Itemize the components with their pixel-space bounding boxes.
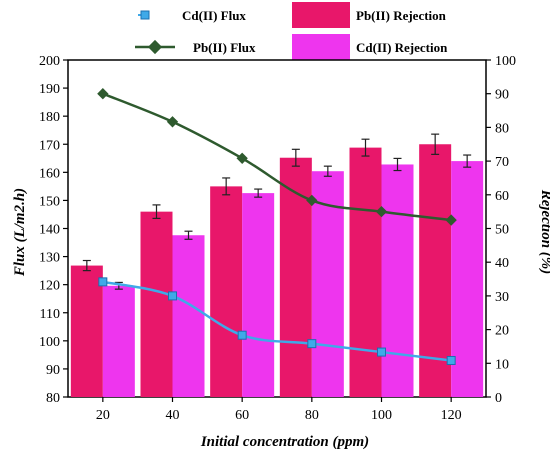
y-left-tick-label-170: 170: [39, 138, 60, 153]
y-right-tick-label-60: 60: [495, 189, 509, 204]
axes-layer: 80 90 100 110 120 130 140 150 160 170 180 190 200 0 10…: [39, 54, 516, 423]
x-tick-label-60: 60: [235, 408, 249, 423]
y-left-tick-label-80: 80: [46, 391, 60, 406]
x-axis-title: Initial concentration (ppm): [200, 434, 369, 450]
bar-pb-ii-rejection-100: [349, 147, 382, 397]
y-left-tick-label-100: 100: [39, 335, 60, 350]
y-left-tick-label-150: 150: [39, 194, 60, 209]
bar-cd-ii-rejection-60: [242, 193, 275, 397]
line-pb-ii-flux: [102, 92, 452, 222]
y-right-axis-title: Rejection (%): [538, 189, 550, 275]
y-right-tick-label-30: 30: [495, 290, 509, 305]
legend-pb-flux-label: Pb(II) Flux: [193, 40, 256, 55]
point-pb-ii-flux-60: [236, 152, 248, 164]
x-tick-label-40: 40: [166, 408, 180, 423]
y-left-tick-label-120: 120: [39, 279, 60, 294]
point-cd-ii-flux-20: [98, 277, 108, 287]
y-right-tick-label-10: 10: [495, 357, 509, 372]
legend-pb-rejection-swatch: [292, 2, 350, 28]
y-left-tick-label-110: 110: [40, 307, 60, 322]
x-tick-label-20: 20: [96, 408, 110, 423]
point-pb-ii-flux-120: [445, 214, 457, 226]
error-bar-cd-ii-rejection-60: [254, 188, 263, 198]
point-pb-ii-flux-80: [306, 194, 318, 207]
x-tick-label-120: 120: [441, 408, 462, 423]
point-cd-ii-flux-80: [307, 339, 317, 349]
y-right-tick-label-70: 70: [495, 155, 509, 170]
bar-cd-ii-rejection-120: [451, 161, 484, 397]
error-bar-pb-ii-rejection-80: [291, 148, 300, 167]
error-bar-cd-ii-rejection-40: [184, 230, 193, 240]
point-cd-ii-flux-40: [168, 291, 177, 301]
error-bar-pb-ii-rejection-60: [222, 177, 231, 196]
y-left-tick-label-180: 180: [39, 110, 60, 125]
bar-pb-ii-rejection-120: [419, 144, 452, 397]
y-right-tick-label-20: 20: [495, 324, 509, 339]
error-bar-pb-ii-rejection-100: [361, 138, 370, 157]
legend-pb-flux-marker: [147, 39, 163, 55]
y-right-tick-label-100: 100: [495, 54, 516, 69]
bar-cd-ii-rejection-20: [102, 285, 135, 397]
y-left-tick-label-90: 90: [46, 363, 60, 378]
y-left-axis-title: Flux (L/m2.h): [12, 188, 28, 277]
legend-cd-flux-label: Cd(II) Flux: [182, 8, 246, 23]
legend: Cd(II) Flux Pb(II) Rejection Pb(II) Flux…: [135, 2, 448, 60]
point-cd-ii-flux-120: [446, 355, 456, 365]
point-pb-ii-flux-40: [166, 116, 179, 128]
legend-cd-flux-marker: [140, 10, 150, 20]
y-right-tick-label-40: 40: [495, 256, 509, 271]
y-right-tick-label-50: 50: [495, 223, 509, 238]
y-left-tick-label-130: 130: [39, 251, 60, 266]
legend-pb-rejection-label: Pb(II) Rejection: [356, 8, 447, 23]
y-right-tick-label-0: 0: [495, 391, 502, 406]
bar-pb-ii-rejection-20: [70, 265, 103, 397]
error-bar-pb-ii-rejection-20: [82, 259, 91, 272]
bar-cd-ii-rejection-80: [311, 171, 344, 397]
x-tick-label-100: 100: [371, 408, 392, 423]
point-pb-ii-flux-100: [375, 205, 388, 218]
bar-cd-ii-rejection-100: [381, 164, 414, 397]
error-bar-cd-ii-rejection-120: [463, 154, 472, 168]
line-cd-ii-flux: [102, 280, 452, 362]
error-bar-pb-ii-rejection-120: [431, 133, 440, 155]
point-pb-ii-flux-20: [97, 88, 109, 100]
y-left-tick-label-200: 200: [39, 54, 60, 69]
error-bar-pb-ii-rejection-40: [152, 204, 161, 219]
error-bar-cd-ii-rejection-80: [323, 165, 332, 177]
y-left-tick-label-160: 160: [39, 166, 60, 181]
y-right-tick-label-80: 80: [495, 121, 509, 136]
bar-pb-ii-rejection-60: [210, 186, 243, 397]
legend-cd-rejection-swatch: [292, 34, 350, 60]
y-left-tick-label-140: 140: [39, 223, 60, 238]
legend-cd-rejection-label: Cd(II) Rejection: [356, 40, 448, 55]
x-tick-label-80: 80: [305, 408, 319, 423]
y-left-tick-label-190: 190: [39, 82, 60, 97]
bar-cd-ii-rejection-40: [172, 235, 205, 397]
error-bar-cd-ii-rejection-100: [393, 157, 402, 172]
bars-layer: [70, 133, 484, 397]
bar-pb-ii-rejection-40: [140, 211, 173, 397]
point-cd-ii-flux-60: [237, 330, 247, 340]
point-cd-ii-flux-100: [377, 347, 386, 357]
y-right-tick-label-90: 90: [495, 88, 509, 103]
